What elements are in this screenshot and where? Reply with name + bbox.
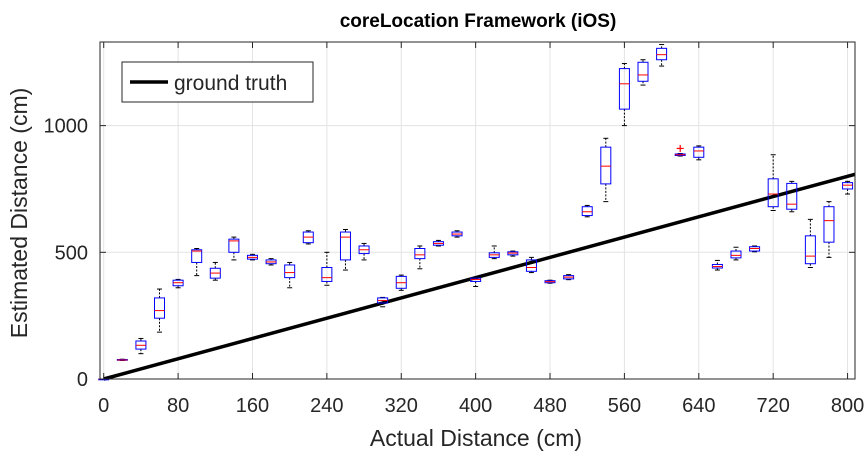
box-40: [135, 337, 147, 355]
box-300: [377, 296, 389, 308]
box-460: [525, 256, 537, 274]
x-tick-label: 320: [385, 395, 418, 417]
ground-truth-line: [103, 172, 856, 381]
x-tick-label: 240: [310, 395, 343, 417]
axes: 0 80 160 240 320 400 480 560 640 720 800 0 500 1000: [44, 41, 864, 417]
box-720: [767, 154, 779, 211]
box-340: [414, 245, 426, 270]
box-580: [637, 59, 649, 86]
box-iqr: [730, 250, 742, 259]
x-tick-label: 0: [98, 395, 109, 417]
box-240: [321, 251, 333, 286]
box-iqr: [600, 146, 612, 185]
box-800: [842, 180, 854, 195]
box-600: [656, 44, 668, 67]
legend-label: ground truth: [174, 72, 287, 95]
box-760: [804, 218, 816, 269]
axes-frame: [99, 41, 856, 380]
box-380: [451, 230, 463, 238]
box-520: [581, 204, 593, 218]
box-20: [116, 358, 128, 362]
box-iqr: [191, 249, 203, 263]
box-620: [674, 144, 686, 157]
box-540: [600, 137, 612, 203]
y-tick-label: 500: [55, 242, 88, 264]
x-tick-label: 400: [459, 395, 492, 417]
y-tick-label: 1000: [44, 116, 89, 138]
box-iqr: [284, 264, 296, 279]
x-tick-label: 720: [756, 395, 789, 417]
x-tick-label: 640: [682, 395, 715, 417]
box-440: [507, 250, 519, 257]
box-400: [470, 276, 482, 288]
box-iqr: [767, 178, 779, 208]
box-500: [563, 274, 575, 281]
x-axis-label: Actual Distance (cm): [370, 425, 582, 451]
box-200: [284, 261, 296, 289]
box-iqr: [637, 61, 649, 82]
box-420: [488, 245, 500, 260]
box-100: [191, 248, 203, 277]
box-180: [265, 258, 277, 266]
y-axis-label: Estimated Distance (cm): [6, 88, 32, 339]
box-iqr: [842, 182, 854, 190]
box-660: [711, 259, 723, 271]
box-iqr: [804, 235, 816, 265]
box-80: [172, 278, 184, 289]
box-320: [395, 274, 407, 291]
x-tick-label: 480: [533, 395, 566, 417]
box-iqr: [154, 297, 166, 319]
box-iqr: [414, 248, 426, 260]
box-220: [302, 230, 314, 245]
box-plot-layer: [98, 44, 854, 381]
box-160: [246, 253, 258, 261]
box-iqr: [321, 267, 333, 282]
x-tick-label: 160: [236, 395, 269, 417]
box-360: [432, 239, 444, 247]
x-tick-label: 800: [831, 395, 864, 417]
box-iqr: [525, 259, 537, 272]
x-tick-label: 80: [167, 395, 189, 417]
box-780: [823, 201, 835, 258]
legend: ground truth: [121, 61, 314, 103]
box-140: [228, 236, 240, 261]
box-740: [786, 180, 798, 213]
box-640: [693, 145, 705, 161]
box-iqr: [693, 146, 705, 158]
box-700: [749, 245, 761, 253]
box-iqr: [228, 238, 240, 253]
box-iqr: [339, 231, 351, 261]
chart-title: coreLocation Framework (iOS): [340, 11, 617, 32]
box-280: [358, 242, 370, 261]
box-680: [730, 246, 742, 261]
box-560: [618, 63, 630, 127]
x-tick-label: 560: [608, 395, 641, 417]
box-iqr: [656, 47, 668, 61]
box-120: [209, 261, 221, 281]
ground-truth-line-layer: [103, 172, 856, 381]
box-iqr: [786, 182, 798, 210]
box-iqr: [581, 206, 593, 217]
box-260: [339, 229, 351, 271]
box-480: [544, 279, 556, 284]
box-iqr: [618, 68, 630, 110]
box-iqr: [823, 206, 835, 243]
box-60: [154, 288, 166, 333]
y-tick-label: 0: [77, 369, 88, 391]
